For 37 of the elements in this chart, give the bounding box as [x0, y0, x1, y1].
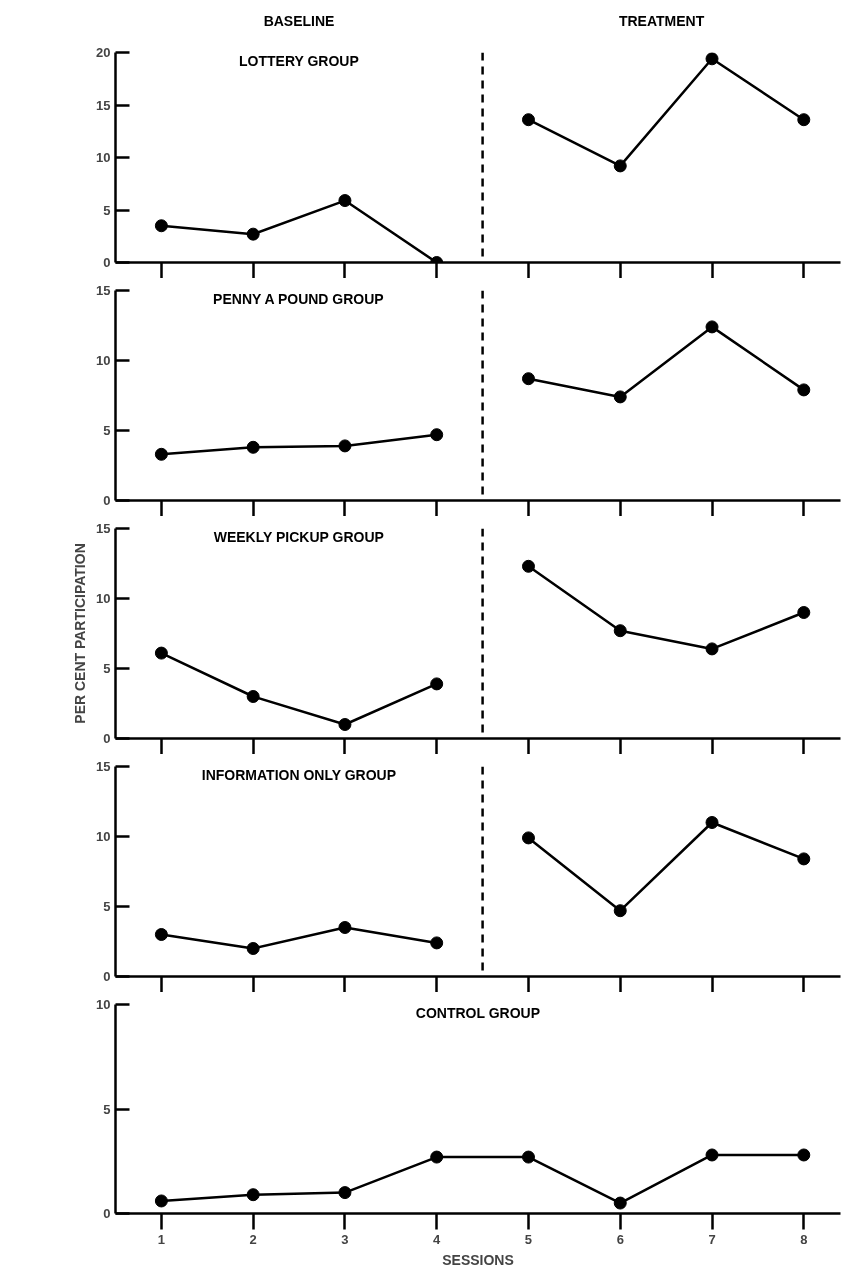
y-tick-label: 10	[96, 150, 111, 165]
y-tick-label: 5	[103, 423, 111, 438]
chart-title: INFORMATION ONLY GROUP	[201, 766, 397, 783]
x-axis-title: SESSIONS	[442, 1251, 514, 1268]
x-tick-label: 3	[341, 1231, 349, 1247]
y-tick-label: 10	[96, 353, 111, 368]
y-tick-label: 20	[96, 45, 111, 60]
x-tick-label: 5	[524, 1231, 533, 1247]
y-tick-label: 0	[103, 493, 111, 508]
y-tick-label: 0	[103, 731, 111, 746]
chart-title: WEEKLY PICKUP GROUP	[213, 528, 384, 545]
x-tick-label: 2	[249, 1231, 257, 1247]
y-tick-label: 10	[96, 829, 111, 844]
y-tick-label: 10	[96, 997, 111, 1012]
x-tick-label: 6	[616, 1231, 624, 1247]
y-tick-label: 15	[96, 521, 111, 536]
y-tick-label: 0	[103, 1206, 111, 1221]
y-tick-label: 15	[96, 97, 111, 113]
y-axis-title: PER CENT PARTICIPATION	[72, 543, 89, 724]
chart-title: LOTTERY GROUP	[239, 52, 359, 69]
y-tick-label: 0	[103, 255, 111, 270]
y-tick-label: 5	[103, 661, 111, 676]
x-tick-label: 1	[157, 1231, 166, 1247]
y-tick-label: 5	[103, 899, 111, 914]
y-tick-label: 0	[103, 969, 111, 984]
x-tick-label: 7	[708, 1231, 716, 1247]
x-tick-label: 4	[433, 1231, 442, 1247]
text: TREATMENT	[618, 12, 705, 29]
y-tick-label: 5	[103, 202, 111, 218]
y-tick-label: 10	[96, 591, 111, 606]
chart-title: CONTROL GROUP	[415, 1004, 540, 1021]
y-tick-label: 15	[96, 283, 111, 298]
text: BASELINE	[263, 12, 335, 29]
y-tick-label: 15	[96, 759, 111, 774]
chart-title: PENNY A POUND GROUP	[213, 290, 384, 307]
x-tick-label: 8	[800, 1231, 808, 1247]
y-tick-label: 5	[103, 1101, 111, 1117]
